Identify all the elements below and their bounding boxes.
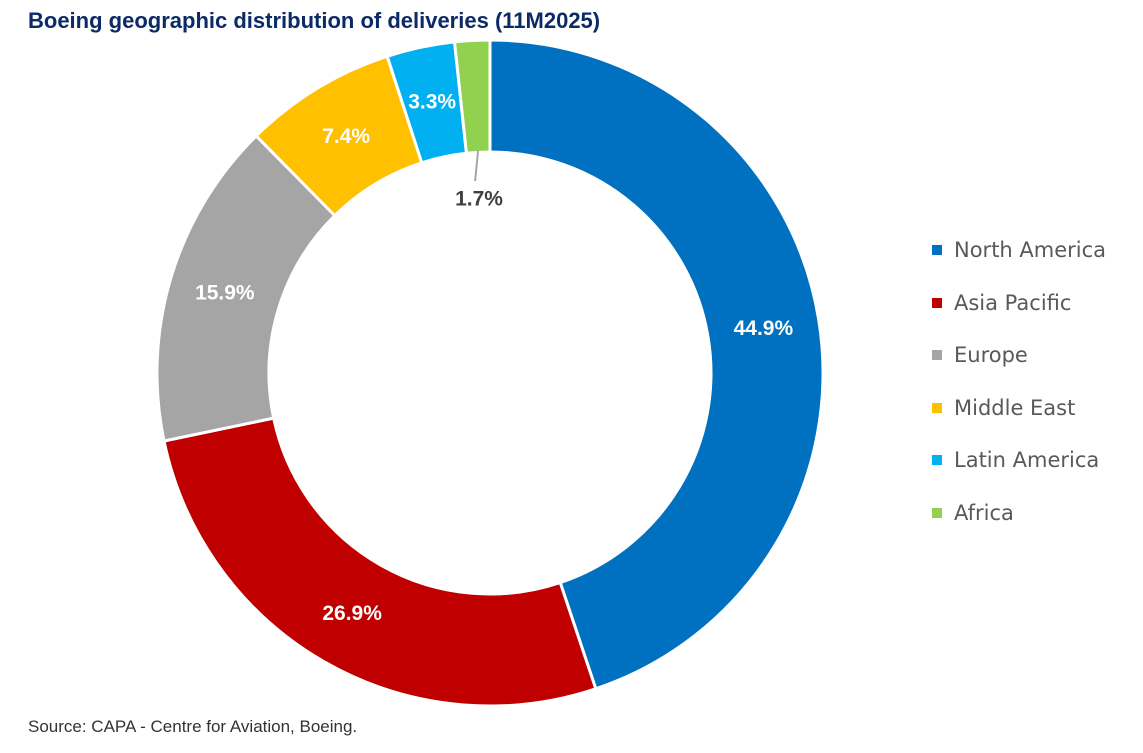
donut-slice-africa: [452, 38, 492, 155]
legend-swatch: [932, 350, 942, 361]
data-label-asia-pacific: 26.9%: [322, 602, 382, 625]
legend-item-europe: Europe: [932, 329, 1137, 382]
legend-swatch: [932, 507, 942, 518]
legend-item-north-america: North America: [932, 224, 1137, 277]
legend-swatch: [932, 245, 942, 256]
data-label-europe: 15.9%: [195, 281, 255, 304]
legend-item-asia-pacific: Asia Pacific: [932, 277, 1137, 330]
legend-label: Asia Pacific: [954, 290, 1072, 315]
legend-item-middle-east: Middle East: [932, 382, 1137, 435]
legend-swatch: [932, 297, 942, 308]
data-label-africa: 1.7%: [455, 188, 503, 211]
legend-label: Europe: [954, 343, 1028, 368]
chart-legend: North America Asia Pacific Europe Middle…: [932, 224, 1137, 539]
source-note: Source: CAPA - Centre for Aviation, Boei…: [28, 717, 358, 736]
chart-title: Boeing geographic distribution of delive…: [28, 8, 601, 33]
donut-slice-asia-pacific: [162, 416, 598, 708]
legend-label: Middle East: [954, 395, 1076, 420]
legend-item-latin-america: Latin America: [932, 434, 1137, 487]
data-label-latin-america: 3.3%: [408, 91, 456, 114]
legend-swatch: [932, 455, 942, 466]
donut-slice-north-america: [488, 38, 825, 691]
data-label-north-america: 44.9%: [734, 317, 794, 340]
data-label-middle-east: 7.4%: [322, 125, 370, 148]
legend-swatch: [932, 402, 942, 413]
legend-label: Latin America: [954, 448, 1100, 473]
legend-label: Africa: [954, 500, 1014, 525]
legend-item-africa: Africa: [932, 487, 1137, 540]
leader-line-africa: [474, 150, 480, 182]
legend-label: North America: [954, 238, 1107, 263]
